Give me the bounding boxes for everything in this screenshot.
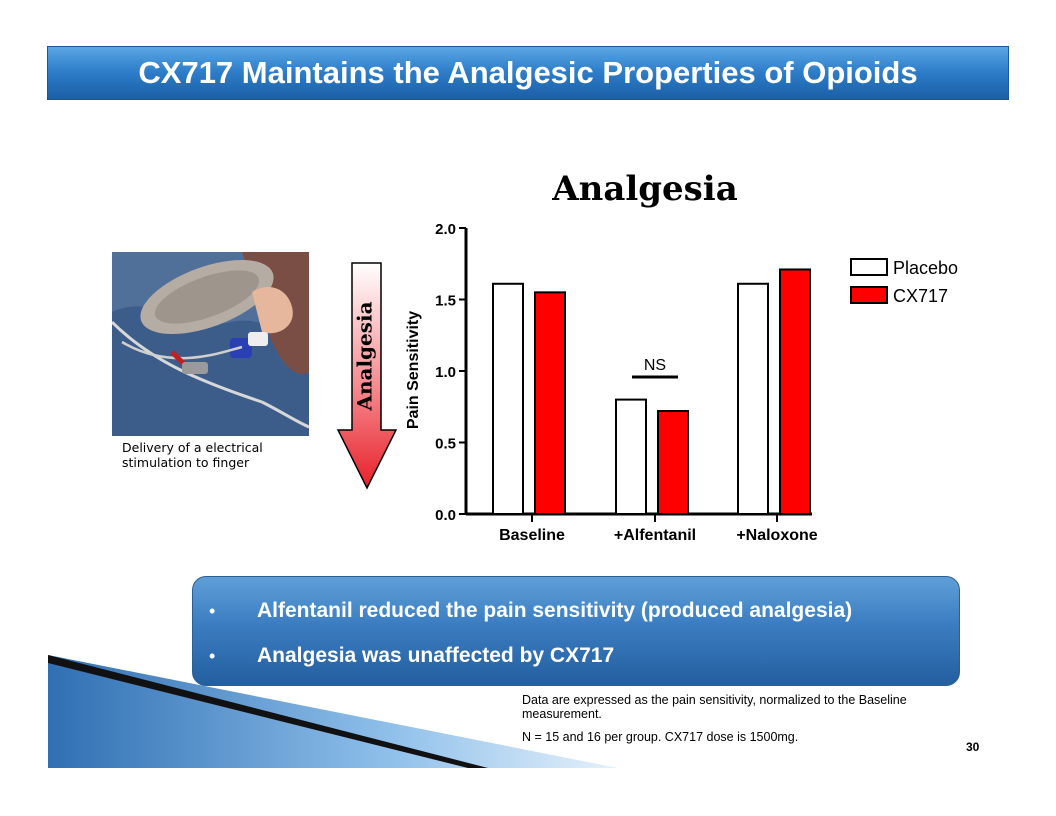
y-tick-label: 0.5	[435, 436, 456, 453]
bar-placebo-1	[492, 282, 524, 515]
footnote-sample-size: N = 15 and 16 per group. CX717 dose is 1…	[522, 730, 799, 744]
y-tick-label: 1.5	[435, 293, 456, 310]
chart-title: Analgesia	[551, 169, 738, 209]
photo-caption: Delivery of a electrical stimulation to …	[122, 440, 322, 470]
bullet-text: Alfentanil reduced the pain sensitivity …	[257, 599, 853, 622]
photo-caption-line2: stimulation to finger	[122, 455, 250, 470]
down-arrow-icon	[336, 262, 398, 490]
arrow-label-text: Analgesia	[353, 301, 378, 411]
bar-placebo-2	[615, 398, 647, 516]
bar-cx717-2	[657, 410, 689, 516]
chart-labels: 0.0 0.5 1.0 1.5 2.0 Baseline +Alfentanil +Nalox…	[435, 221, 818, 544]
x-tick-label: +Alfentanil	[614, 527, 696, 544]
y-tick-label: 2.0	[435, 221, 456, 238]
page-number: 30	[966, 740, 980, 754]
bullet-item-1: • Alfentanil reduced the pain sensitivit…	[193, 596, 953, 626]
footnotes: Data are expressed as the pain sensitivi…	[522, 693, 982, 753]
bar-placebo-3	[737, 282, 769, 515]
key-findings-box: • Alfentanil reduced the pain sensitivit…	[192, 576, 960, 686]
legend-label-cx717: CX717	[893, 286, 948, 306]
legend-swatch-placebo	[850, 258, 888, 276]
x-tick-label: +Naloxone	[736, 527, 817, 544]
y-tick-label: 1.0	[435, 364, 456, 381]
bullet-text: Analgesia was unaffected by CX717	[257, 644, 615, 667]
photo-caption-line1: Delivery of a electrical	[122, 440, 263, 455]
bullet-dot: •	[209, 600, 216, 621]
bullet-dot: •	[209, 645, 216, 666]
bar-cx717-1	[534, 291, 566, 515]
chart-legend: Placebo CX717	[850, 258, 958, 306]
x-tick-label: Baseline	[499, 527, 565, 544]
arrow-label: Analgesia	[345, 300, 385, 412]
legend-swatch-cx717	[850, 286, 888, 304]
chart-bars	[492, 268, 811, 516]
bullet-item-2: • Analgesia was unaffected by CX717	[193, 641, 953, 671]
ns-annotation: NS	[644, 357, 666, 374]
analgesia-arrow	[336, 262, 398, 490]
legend-label-placebo: Placebo	[893, 258, 958, 278]
bar-cx717-3	[779, 268, 811, 515]
y-axis-label: Pain Sensitivity	[405, 311, 422, 429]
photo-illustration	[112, 252, 309, 436]
slide-title: CX717 Maintains the Analgesic Properties…	[47, 46, 1009, 100]
y-tick-label: 0.0	[435, 507, 456, 524]
decorative-wedge	[48, 655, 618, 768]
footnote-normalization: Data are expressed as the pain sensitivi…	[522, 693, 907, 721]
stimulation-photo	[112, 252, 309, 436]
